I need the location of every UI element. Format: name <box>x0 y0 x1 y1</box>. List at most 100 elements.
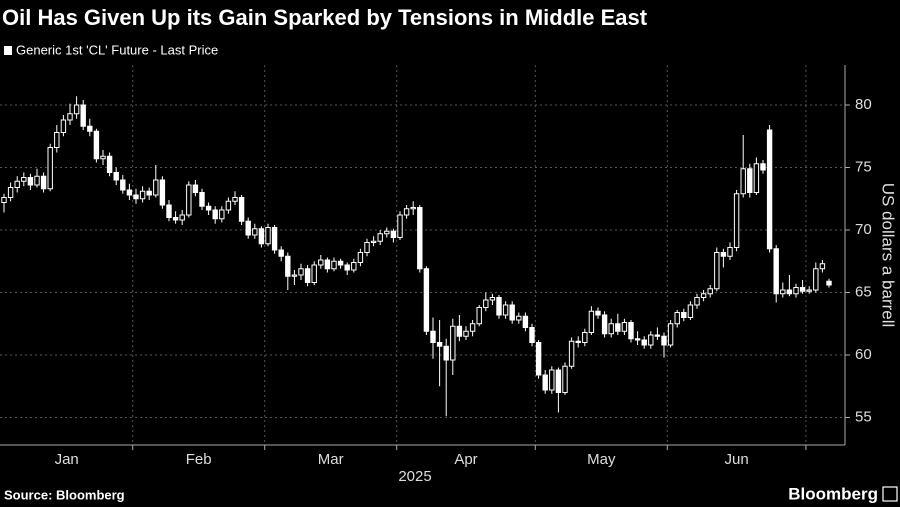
candle-body <box>377 233 383 242</box>
candle-body <box>252 228 258 236</box>
candle-body <box>621 322 628 332</box>
candle-body <box>608 323 614 335</box>
candle-body <box>40 175 47 190</box>
candle-body <box>780 289 786 295</box>
candle-body <box>146 190 152 196</box>
candle-body <box>773 248 779 295</box>
candle-body <box>384 230 390 235</box>
candle-body <box>357 252 364 263</box>
candle-body <box>813 268 819 291</box>
candle-body <box>707 288 713 295</box>
candle-body <box>601 314 608 335</box>
x-axis-label: 2025 <box>398 468 431 485</box>
candle-body <box>285 255 291 277</box>
candle-body <box>522 315 529 328</box>
candle-body <box>60 119 67 133</box>
candle-body <box>740 168 746 195</box>
candle-body <box>47 147 53 190</box>
candle-body <box>562 365 568 393</box>
candle-body <box>423 268 430 332</box>
candle-body <box>720 252 727 257</box>
candle-body <box>172 217 179 221</box>
candle-body <box>133 194 139 200</box>
candle-body <box>120 179 126 191</box>
candle-body <box>529 327 535 343</box>
candle-body <box>799 287 806 292</box>
candle-body <box>489 297 496 301</box>
candle-body <box>318 259 324 266</box>
candle-body <box>694 297 700 306</box>
candle-body <box>727 247 733 257</box>
source: Source: Bloomberg <box>4 487 125 502</box>
candle-body <box>397 214 403 238</box>
candle-body <box>674 312 680 325</box>
candle-body <box>166 204 172 218</box>
candle-body <box>615 323 621 332</box>
candle-body <box>14 180 20 188</box>
candle-body <box>819 263 826 270</box>
candle-body <box>509 304 515 321</box>
candle-body <box>351 262 357 271</box>
candle-body <box>806 289 812 292</box>
candle-body <box>747 168 753 193</box>
candle-body <box>1 197 7 203</box>
candle-body <box>87 125 93 132</box>
candle-body <box>582 332 588 343</box>
y-tick-label: 70 <box>855 221 872 238</box>
legend-label: Generic 1st 'CL' Future - Last Price <box>16 42 218 57</box>
candle-body <box>753 163 760 193</box>
candle-body <box>54 132 60 148</box>
candle-body <box>34 175 40 186</box>
candle-body <box>456 325 463 337</box>
candle-body <box>568 340 575 367</box>
candle-body <box>516 315 522 321</box>
candle-body <box>436 342 443 347</box>
candle-body <box>793 287 799 295</box>
candle-body <box>225 200 232 211</box>
candle-body <box>199 192 205 207</box>
x-tick-label: Mar <box>318 451 344 468</box>
candle-body <box>654 334 661 337</box>
candle-body <box>575 340 581 343</box>
candle-body <box>106 155 113 173</box>
candle-body <box>73 104 80 115</box>
candle-body <box>502 304 509 316</box>
candle-body <box>298 268 304 276</box>
candle-body <box>766 129 773 250</box>
candle-body <box>159 179 166 206</box>
candle-body <box>245 220 251 236</box>
candle-body <box>476 307 482 325</box>
candle-body <box>760 163 766 171</box>
candle-body <box>667 323 674 346</box>
candle-body <box>826 280 832 286</box>
candle-body <box>549 369 555 391</box>
candle-body <box>21 177 27 182</box>
candle-body <box>714 252 720 290</box>
x-tick-label: May <box>587 451 616 468</box>
candle-body <box>126 189 133 196</box>
x-tick-label: Feb <box>186 451 212 468</box>
candle-body <box>403 208 410 216</box>
candle-body <box>542 374 548 391</box>
candle-body <box>344 264 350 271</box>
y-tick-label: 75 <box>855 158 872 175</box>
candle-body <box>291 274 298 277</box>
candle-body <box>337 260 344 266</box>
candle-body <box>139 190 146 200</box>
x-tick-label: Jun <box>725 451 749 468</box>
candle-body <box>113 172 119 181</box>
candle-body <box>430 330 436 343</box>
candle-body <box>661 335 667 346</box>
candle-body <box>179 214 185 221</box>
candle-body <box>304 268 311 283</box>
candle-body <box>648 334 654 346</box>
candle-body <box>311 264 317 283</box>
candle-body <box>634 338 641 341</box>
x-tick-label: Jan <box>55 451 79 468</box>
candle-body <box>483 299 489 308</box>
candle-body <box>93 130 100 160</box>
candle-body <box>588 310 595 333</box>
candle-body <box>463 330 469 337</box>
candle-body <box>417 207 423 270</box>
